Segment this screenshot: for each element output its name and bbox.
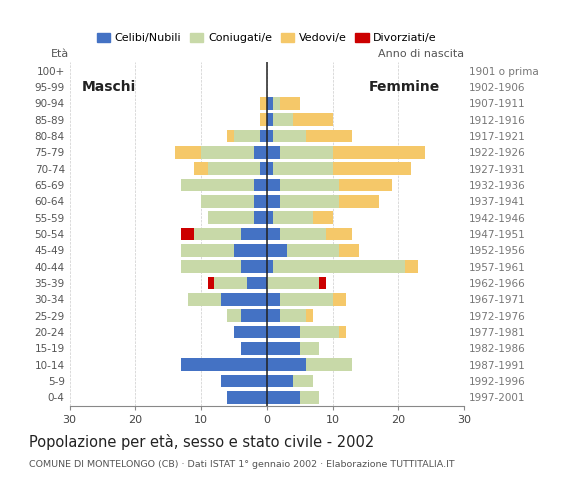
Bar xyxy=(182,179,253,192)
Bar xyxy=(287,244,339,257)
Bar xyxy=(280,146,332,159)
Bar xyxy=(280,293,332,306)
Bar xyxy=(339,244,359,257)
Bar xyxy=(253,195,267,208)
Bar xyxy=(267,228,280,240)
Bar xyxy=(241,342,267,355)
Bar xyxy=(306,130,352,142)
Bar xyxy=(313,211,332,224)
Bar xyxy=(267,244,287,257)
Bar xyxy=(267,309,280,322)
Bar xyxy=(227,130,234,142)
Legend: Celibi/Nubili, Coniugati/e, Vedovi/e, Divorziati/e: Celibi/Nubili, Coniugati/e, Vedovi/e, Di… xyxy=(92,28,441,48)
Bar xyxy=(267,342,300,355)
Bar xyxy=(339,326,346,338)
Bar xyxy=(182,260,241,273)
Bar xyxy=(241,260,267,273)
Bar xyxy=(267,146,280,159)
Bar xyxy=(253,146,267,159)
Bar xyxy=(214,276,247,289)
Bar xyxy=(253,179,267,192)
Bar xyxy=(300,342,320,355)
Bar xyxy=(260,130,267,142)
Bar xyxy=(300,326,339,338)
Bar xyxy=(293,113,332,126)
Bar xyxy=(267,211,273,224)
Text: Anno di nascita: Anno di nascita xyxy=(378,49,464,59)
Bar xyxy=(280,97,300,109)
Bar xyxy=(221,375,267,387)
Bar xyxy=(182,228,194,240)
Bar xyxy=(306,309,313,322)
Bar xyxy=(306,359,352,371)
Bar xyxy=(405,260,418,273)
Bar xyxy=(273,162,332,175)
Bar xyxy=(182,244,234,257)
Bar xyxy=(208,162,260,175)
Text: Popolazione per età, sesso e stato civile - 2002: Popolazione per età, sesso e stato civil… xyxy=(29,434,374,450)
Bar xyxy=(234,244,267,257)
Bar xyxy=(320,276,326,289)
Bar xyxy=(267,162,273,175)
Bar xyxy=(234,326,267,338)
Bar xyxy=(260,162,267,175)
Bar xyxy=(227,391,267,404)
Text: COMUNE DI MONTELONGO (CB) · Dati ISTAT 1° gennaio 2002 · Elaborazione TUTTITALIA: COMUNE DI MONTELONGO (CB) · Dati ISTAT 1… xyxy=(29,460,455,469)
Bar xyxy=(227,309,241,322)
Bar xyxy=(267,179,280,192)
Bar xyxy=(293,375,313,387)
Bar xyxy=(241,309,267,322)
Bar xyxy=(273,113,293,126)
Bar xyxy=(280,228,326,240)
Bar xyxy=(267,113,273,126)
Bar xyxy=(326,228,352,240)
Bar xyxy=(267,391,300,404)
Bar xyxy=(273,211,313,224)
Bar xyxy=(280,179,339,192)
Bar xyxy=(253,211,267,224)
Bar xyxy=(182,359,267,371)
Bar xyxy=(273,97,280,109)
Bar xyxy=(280,195,339,208)
Bar xyxy=(234,130,260,142)
Bar xyxy=(300,391,320,404)
Bar xyxy=(267,130,273,142)
Bar xyxy=(267,260,273,273)
Bar xyxy=(241,228,267,240)
Bar xyxy=(280,309,306,322)
Bar xyxy=(273,130,306,142)
Bar xyxy=(267,276,320,289)
Text: Età: Età xyxy=(52,49,70,59)
Bar xyxy=(201,146,253,159)
Bar xyxy=(201,195,253,208)
Bar xyxy=(267,359,306,371)
Bar xyxy=(332,293,346,306)
Bar xyxy=(273,260,405,273)
Bar xyxy=(339,179,392,192)
Bar xyxy=(267,326,300,338)
Bar xyxy=(260,113,267,126)
Bar xyxy=(267,375,293,387)
Bar xyxy=(175,146,201,159)
Text: Femmine: Femmine xyxy=(369,80,440,94)
Bar xyxy=(267,293,280,306)
Bar xyxy=(332,162,411,175)
Bar xyxy=(194,162,208,175)
Bar xyxy=(208,211,253,224)
Bar xyxy=(208,276,214,289)
Bar xyxy=(260,97,267,109)
Text: Maschi: Maschi xyxy=(82,80,136,94)
Bar xyxy=(339,195,379,208)
Bar xyxy=(267,97,273,109)
Bar xyxy=(332,146,425,159)
Bar xyxy=(188,293,221,306)
Bar xyxy=(194,228,241,240)
Bar xyxy=(267,195,280,208)
Bar xyxy=(221,293,267,306)
Bar xyxy=(247,276,267,289)
